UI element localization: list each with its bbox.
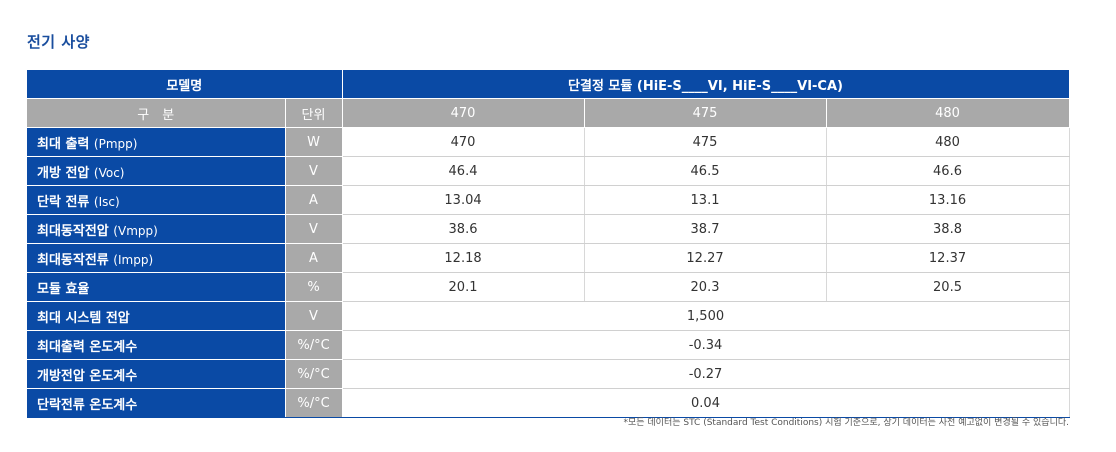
table-row: 개방 전압 (Voc) V 46.4 46.5 46.6 — [27, 156, 1070, 186]
row-label-main: 개방 전압 — [37, 165, 90, 181]
table-row: 개방전압 온도계수 %/°C -0.27 — [27, 359, 1070, 389]
row-label: 단락전류 온도계수 — [27, 388, 286, 418]
column-header: 480 — [826, 98, 1070, 128]
table-cell: 20.1 — [342, 272, 585, 302]
table-cell: 13.1 — [584, 185, 827, 215]
row-label: 개방전압 온도계수 — [27, 359, 286, 389]
table-cell-merged: -0.27 — [342, 359, 1070, 389]
row-unit: %/°C — [285, 359, 343, 389]
row-label-main: 최대동작전압 — [37, 223, 109, 239]
table-row: 모듈 효율 % 20.1 20.3 20.5 — [27, 272, 1070, 302]
row-label-sub: (Voc) — [93, 165, 125, 180]
row-label: 최대동작전류 (Impp) — [27, 243, 286, 273]
table-cell: 13.16 — [826, 185, 1070, 215]
row-label-sub: (Vmpp) — [113, 223, 158, 238]
row-label: 개방 전압 (Voc) — [27, 156, 286, 186]
column-header: 470 — [342, 98, 585, 128]
table-cell: 470 — [342, 127, 585, 157]
table-cell: 20.5 — [826, 272, 1070, 302]
row-unit: V — [285, 156, 343, 186]
table-cell: 13.04 — [342, 185, 585, 215]
footnote: *모든 데이터는 STC (Standard Test Conditions) … — [623, 418, 1069, 428]
column-header: 475 — [584, 98, 827, 128]
table-cell: 46.5 — [584, 156, 827, 186]
table-cell: 12.27 — [584, 243, 827, 273]
row-unit: % — [285, 272, 343, 302]
row-label: 단락 전류 (Isc) — [27, 185, 286, 215]
row-unit: %/°C — [285, 388, 343, 418]
row-label-main: 단락 전류 — [37, 194, 90, 210]
table-cell: 12.18 — [342, 243, 585, 273]
row-unit: V — [285, 214, 343, 244]
page-title: 전기 사양 — [27, 33, 90, 51]
table-row: 최대 출력 (Pmpp) W 470 475 480 — [27, 127, 1070, 157]
table-row: 최대 시스템 전압 V 1,500 — [27, 301, 1070, 331]
spec-table: 모델명 단결정 모듈 (HiE-S____VI, HiE-S____VI-CA)… — [27, 70, 1070, 418]
table-row: 단락전류 온도계수 %/°C 0.04 — [27, 388, 1070, 418]
table-row: 단락 전류 (Isc) A 13.04 13.1 13.16 — [27, 185, 1070, 215]
table-row: 최대동작전압 (Vmpp) V 38.6 38.7 38.8 — [27, 214, 1070, 244]
table-cell: 20.3 — [584, 272, 827, 302]
table-cell-merged: -0.34 — [342, 330, 1070, 360]
table-row: 최대동작전류 (Impp) A 12.18 12.27 12.37 — [27, 243, 1070, 273]
table-cell: 46.4 — [342, 156, 585, 186]
row-unit: %/°C — [285, 330, 343, 360]
row-label: 최대출력 온도계수 — [27, 330, 286, 360]
table-cell: 46.6 — [826, 156, 1070, 186]
row-label-sub: (Impp) — [113, 252, 154, 267]
table-cell-merged: 1,500 — [342, 301, 1070, 331]
row-label-sub: (Pmpp) — [93, 136, 138, 151]
model-label: 모델명 — [27, 70, 343, 99]
row-label: 최대 시스템 전압 — [27, 301, 286, 331]
row-unit: A — [285, 185, 343, 215]
row-unit: A — [285, 243, 343, 273]
unit-label: 단위 — [285, 98, 343, 128]
row-label-sub: (Isc) — [93, 194, 120, 209]
table-row: 최대출력 온도계수 %/°C -0.34 — [27, 330, 1070, 360]
row-label-main: 모듈 효율 — [37, 281, 90, 297]
row-label-main: 최대 출력 — [37, 136, 90, 152]
header-row-columns: 구 분 단위 470 475 480 — [27, 98, 1070, 128]
table-cell: 475 — [584, 127, 827, 157]
row-unit: V — [285, 301, 343, 331]
category-label: 구 분 — [27, 98, 286, 128]
row-label: 최대동작전압 (Vmpp) — [27, 214, 286, 244]
header-row-model: 모델명 단결정 모듈 (HiE-S____VI, HiE-S____VI-CA) — [27, 70, 1070, 99]
table-cell: 12.37 — [826, 243, 1070, 273]
table-cell: 38.7 — [584, 214, 827, 244]
table-cell: 480 — [826, 127, 1070, 157]
row-unit: W — [285, 127, 343, 157]
row-label: 최대 출력 (Pmpp) — [27, 127, 286, 157]
row-label-main: 최대동작전류 — [37, 252, 109, 268]
table-cell: 38.8 — [826, 214, 1070, 244]
table-cell-merged: 0.04 — [342, 388, 1070, 418]
row-label: 모듈 효율 — [27, 272, 286, 302]
model-value: 단결정 모듈 (HiE-S____VI, HiE-S____VI-CA) — [342, 70, 1070, 99]
table-cell: 38.6 — [342, 214, 585, 244]
